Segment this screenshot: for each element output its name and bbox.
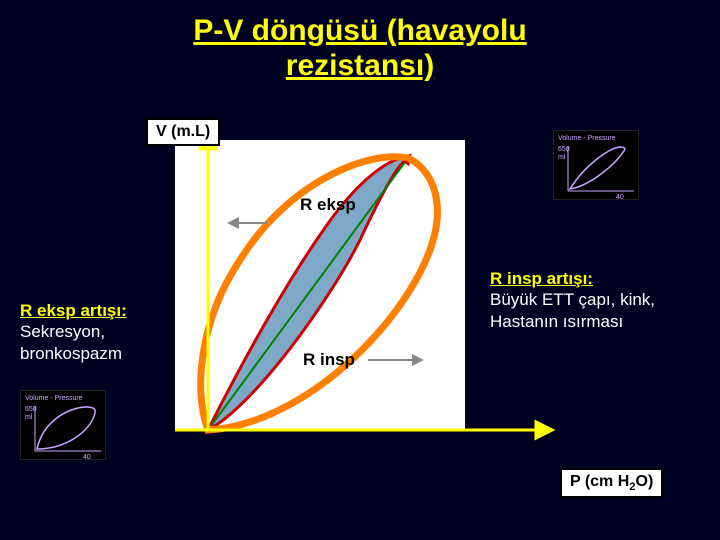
x-axis-label-pre: P (cm H — [570, 473, 629, 490]
y-axis-label-text: V (m.L) — [156, 123, 210, 140]
thumbnail-bottom-left: Volume - Pressure 650 ml 40 — [20, 390, 106, 460]
note-r-insp-hdr: R insp artışı: — [490, 268, 655, 289]
thumb2-xmax: 40 — [83, 454, 91, 461]
thumb2-title: Volume - Pressure — [25, 395, 83, 402]
thumb2-curve — [37, 407, 95, 449]
note-r-insp: R insp artışı: Büyük ETT çapı, kink, Has… — [490, 268, 655, 332]
x-axis-label-post: O) — [636, 473, 654, 490]
thumbnail-top-right: Volume - Pressure 650 ml 40 — [553, 130, 639, 200]
note-r-insp-body1: Büyük ETT çapı, kink, — [490, 289, 655, 310]
y-axis-label: V (m.L) — [146, 118, 220, 146]
note-r-insp-body2: Hastanın ısırması — [490, 311, 655, 332]
r-insp-label: R insp — [303, 350, 355, 370]
x-axis-label: P (cm H2O) — [560, 468, 663, 498]
note-r-eksp-hdr: R eksp artışı: — [20, 300, 127, 321]
note-r-eksp-body2: bronkospazm — [20, 343, 127, 364]
thumb1-xmax: 40 — [616, 194, 624, 201]
note-r-eksp: R eksp artışı: Sekresyon, bronkospazm — [20, 300, 127, 364]
note-r-eksp-body1: Sekresyon, — [20, 321, 127, 342]
thumb2-yunit: ml — [25, 414, 33, 421]
thumb1-curve — [570, 147, 625, 189]
r-eksp-label: R eksp — [300, 195, 356, 215]
thumb1-yunit: ml — [558, 154, 566, 161]
thumb1-title: Volume - Pressure — [558, 135, 616, 142]
